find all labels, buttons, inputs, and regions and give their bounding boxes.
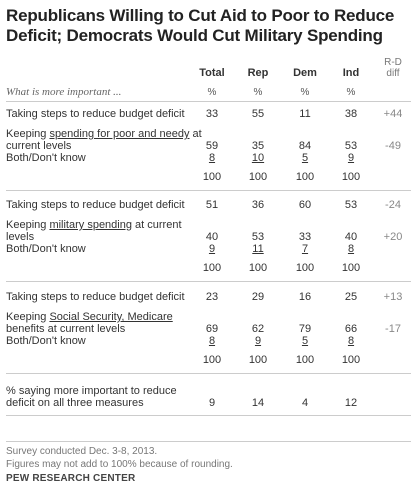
cell-ind: 25 [344,291,358,303]
header-divider [6,101,411,102]
cell-dem: 7 [301,243,309,255]
cell-total: 69 [205,323,219,335]
cell-diff: -17 [385,323,401,335]
column-header-diff-line1: R-D [384,57,402,68]
column-header-rep: Rep [247,67,269,79]
row-label: Taking steps to reduce budget deficit [6,108,185,120]
row-label: Both/Don't know [6,152,86,164]
percent-label-rep: % [253,87,263,98]
cell-ind: 8 [347,335,355,347]
footnote-survey: Survey conducted Dec. 3-8, 2013. [6,446,158,457]
cell-rep: 100 [248,354,268,366]
row-label-text: at current levels [6,219,182,243]
cell-diff: +20 [383,231,403,243]
cell-rep: 36 [251,199,265,211]
column-header-ind: Ind [342,67,360,79]
summary-cell-total: 9 [208,397,216,409]
question-text: What is more important ... [6,86,122,98]
row-label: Both/Don't know [6,243,86,255]
percent-label-ind: % [346,87,356,98]
cell-rep: 53 [251,231,265,243]
row-label: Keeping military spending at current lev… [6,219,202,243]
cell-total: 51 [205,199,219,211]
cell-total: 100 [202,262,222,274]
cell-dem: 100 [295,354,315,366]
source-credit: PEW RESEARCH CENTER [6,473,136,484]
cell-ind: 100 [341,262,361,274]
cell-rep: 55 [251,108,265,120]
row-label-underlined: Social Security, Medicare [49,311,173,323]
footnote-rounding: Figures may not add to 100% because of r… [6,459,233,470]
cell-total: 8 [208,152,216,164]
cell-dem: 84 [298,140,312,152]
cell-ind: 40 [344,231,358,243]
cell-rep: 100 [248,262,268,274]
row-label: Taking steps to reduce budget deficit [6,291,185,303]
row-label: Both/Don't know [6,335,86,347]
percent-label-dem: % [300,87,310,98]
cell-total: 23 [205,291,219,303]
row-label-underlined: spending for poor and needy [49,128,190,140]
cell-rep: 9 [254,335,262,347]
section-divider [6,373,411,374]
row-label: Keeping spending for poor and needy at c… [6,128,202,152]
row-label-underlined: military spending [49,219,132,231]
column-header-dem: Dem [293,67,317,79]
summary-label: % saying more important to reduce defici… [6,385,177,409]
cell-ind: 66 [344,323,358,335]
row-label-text: at current levels [6,128,202,152]
cell-ind: 53 [344,199,358,211]
column-header-total: Total [199,67,225,79]
cell-ind: 8 [347,243,355,255]
cell-rep: 100 [248,171,268,183]
cell-dem: 100 [295,262,315,274]
row-label-text: benefits at current levels [6,323,126,335]
section-divider [6,190,411,191]
cell-dem: 33 [298,231,312,243]
cell-total: 40 [205,231,219,243]
percent-label-total: % [207,87,217,98]
cell-dem: 100 [295,171,315,183]
chart-title: Republicans Willing to Cut Aid to Poor t… [6,6,395,45]
row-label-text: Keeping [6,219,50,231]
cell-dem: 5 [301,335,309,347]
cell-ind: 100 [341,354,361,366]
cell-total: 33 [205,108,219,120]
cell-rep: 10 [251,152,265,164]
footer-divider [6,441,411,442]
summary-divider [6,415,411,416]
cell-rep: 29 [251,291,265,303]
cell-ind: 53 [344,140,358,152]
cell-total: 9 [208,243,216,255]
cell-rep: 35 [251,140,265,152]
cell-dem: 11 [299,108,311,120]
cell-dem: 79 [298,323,312,335]
row-label-text: Keeping [6,311,50,323]
section-divider [6,281,411,282]
cell-total: 59 [205,140,219,152]
summary-cell-rep: 14 [251,397,265,409]
cell-ind: 100 [341,171,361,183]
cell-dem: 60 [298,199,312,211]
summary-cell-dem: 4 [301,397,309,409]
cell-dem: 5 [301,152,309,164]
cell-total: 8 [208,335,216,347]
cell-rep: 11 [252,243,264,255]
row-label: Taking steps to reduce budget deficit [6,199,185,211]
row-label: Keeping Social Security, Medicare benefi… [6,311,202,335]
cell-ind: 9 [347,152,355,164]
cell-rep: 62 [251,323,265,335]
cell-diff: -49 [385,140,401,152]
cell-diff: +13 [383,291,403,303]
cell-dem: 16 [298,291,312,303]
cell-diff: +44 [383,108,403,120]
summary-cell-ind: 12 [344,397,358,409]
cell-total: 100 [202,171,222,183]
row-label-text: Keeping [6,128,50,140]
cell-total: 100 [202,354,222,366]
column-header-diff-line2: diff [386,68,400,79]
cell-diff: -24 [385,199,401,211]
cell-ind: 38 [344,108,358,120]
